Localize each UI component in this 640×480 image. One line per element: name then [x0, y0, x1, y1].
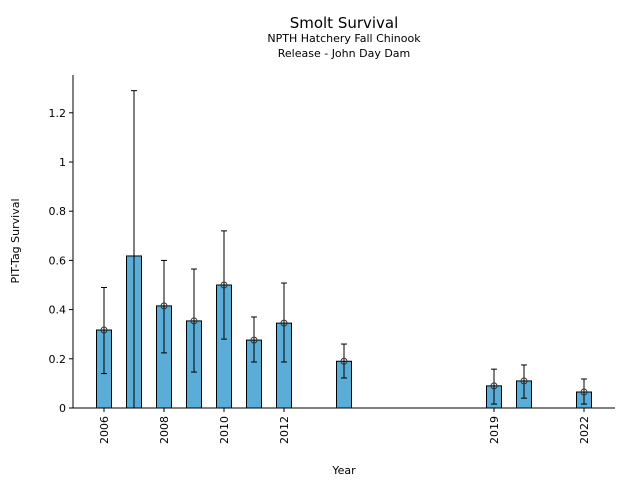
- point-marker-2019: [490, 382, 498, 390]
- x-tick-label: 2006: [98, 416, 111, 444]
- y-tick-label: 0.8: [49, 205, 67, 218]
- x-tick-label: 2008: [158, 416, 171, 444]
- point-marker-2009: [190, 317, 198, 325]
- x-tick-label: 2010: [218, 416, 231, 444]
- x-tick-label: 2019: [488, 416, 501, 444]
- point-marker-2012: [280, 319, 288, 327]
- y-tick-label: 0.6: [49, 254, 67, 267]
- y-tick-label: 1: [59, 156, 66, 169]
- y-axis-label: PIT-Tag Survival: [9, 198, 22, 283]
- chart-subtitle-line-1: NPTH Hatchery Fall Chinook: [267, 32, 421, 45]
- x-tick-label: 2022: [578, 416, 591, 444]
- point-marker-2008: [160, 302, 168, 310]
- chart-subtitle-line-2: Release - John Day Dam: [278, 47, 411, 60]
- x-tick-label: 2012: [278, 416, 291, 444]
- point-marker-2020: [520, 377, 528, 385]
- y-tick-label: 0.4: [49, 304, 67, 317]
- point-marker-2011: [250, 336, 258, 344]
- x-axis-label: Year: [331, 464, 356, 477]
- y-tick-label: 1.2: [49, 107, 67, 120]
- point-marker-2022: [580, 388, 588, 396]
- point-marker-2006: [100, 326, 108, 334]
- chart-title: Smolt Survival: [290, 14, 399, 32]
- point-marker-2010: [220, 281, 228, 289]
- point-marker-2014: [340, 357, 348, 365]
- y-tick-label: 0.2: [49, 353, 67, 366]
- y-tick-label: 0: [59, 402, 66, 415]
